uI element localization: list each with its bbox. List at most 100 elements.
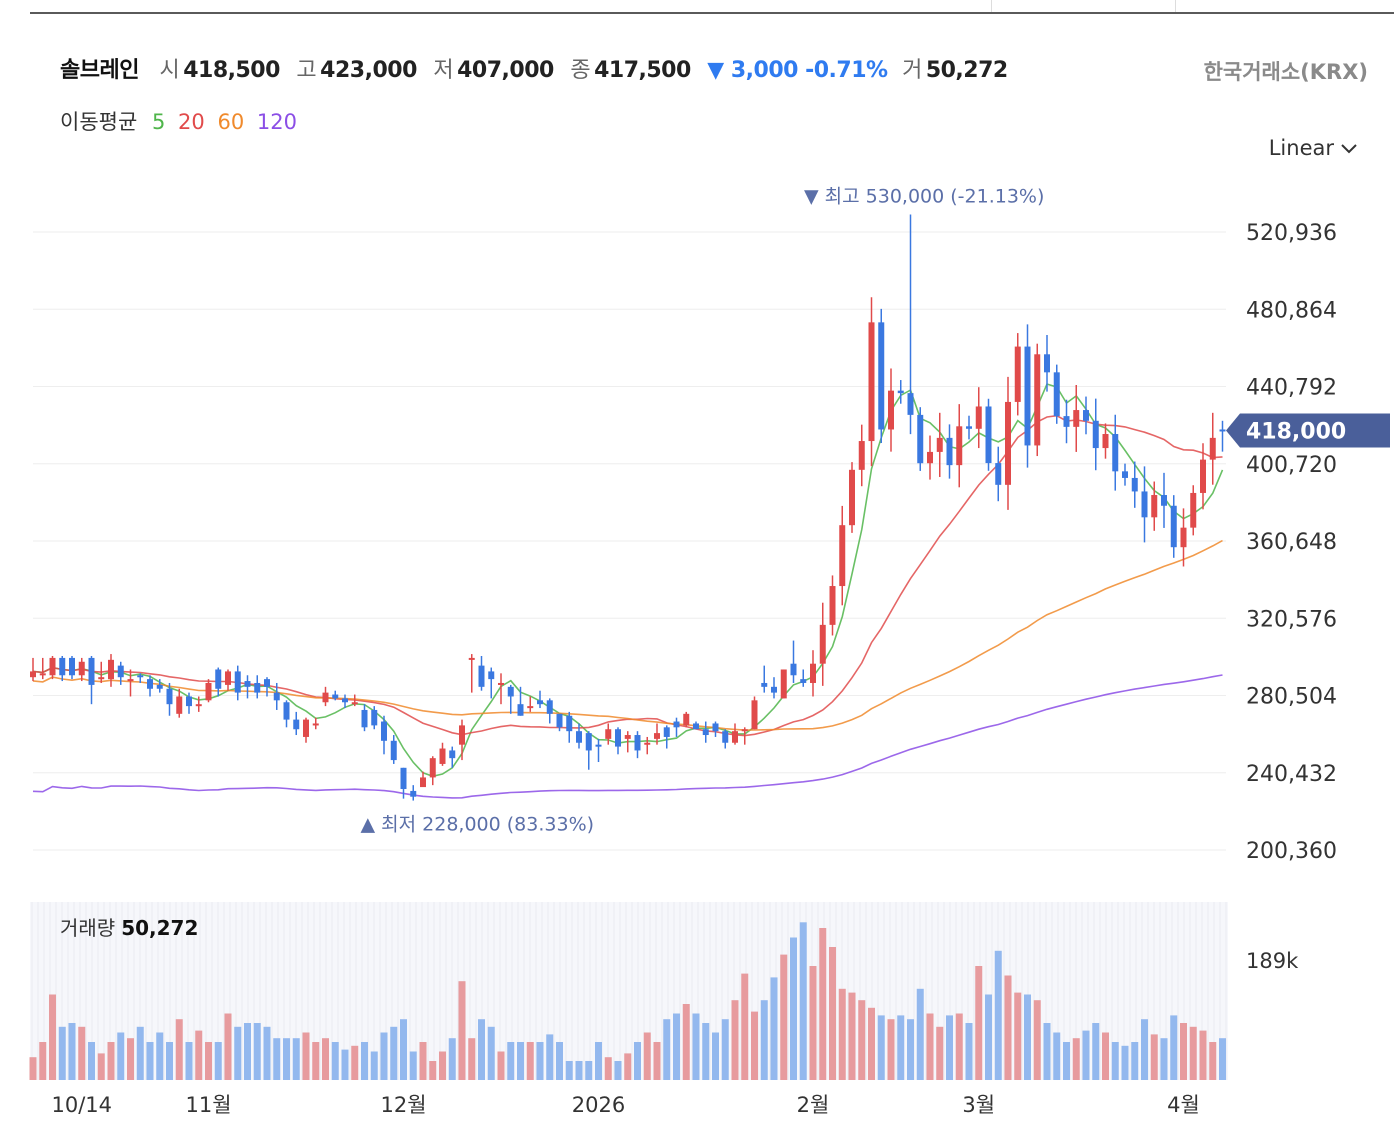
volume-bar — [946, 1015, 953, 1080]
candle-body — [1034, 354, 1041, 446]
candle-body — [722, 731, 729, 743]
volume-bar — [682, 1004, 690, 1080]
volume-panel-label: 거래량 — [60, 916, 116, 940]
candle-body — [605, 729, 612, 739]
scale-selector[interactable]: Linear — [1269, 136, 1358, 160]
volume-bar — [205, 1042, 212, 1080]
candle-body — [975, 406, 982, 429]
candle-body — [576, 731, 582, 743]
volume-bar — [712, 1032, 719, 1080]
volume-bar — [1024, 994, 1031, 1080]
volume-axis-label: 189k — [1246, 949, 1299, 973]
volume-bar — [292, 1038, 300, 1080]
x-tick-label: 12월 — [380, 1093, 426, 1117]
candle-body — [868, 322, 875, 442]
volume-bar — [136, 1026, 144, 1080]
candle-body — [273, 692, 280, 701]
ma-120[interactable]: 120 — [256, 110, 297, 134]
volume-bar — [458, 981, 466, 1080]
candle-body — [956, 426, 963, 466]
volume-bar — [302, 1032, 310, 1080]
volume-bar — [224, 1013, 232, 1080]
volume-bar — [448, 1038, 456, 1080]
volume-bar — [244, 1023, 251, 1080]
y-tick-label: 440,792 — [1246, 376, 1337, 401]
y-tick-label: 480,864 — [1246, 298, 1337, 323]
ma-60[interactable]: 60 — [217, 110, 245, 134]
current-price-tag — [1226, 413, 1390, 448]
volume-bar — [595, 1042, 602, 1080]
candle-body — [312, 723, 319, 726]
candle-body — [1024, 346, 1031, 446]
volume-bar — [273, 1038, 281, 1080]
volume-bar — [253, 1023, 261, 1080]
candle-body — [1170, 505, 1177, 548]
candle-body — [907, 393, 914, 415]
candle-body — [254, 682, 261, 693]
candle-body — [829, 586, 836, 625]
volume-bar — [809, 966, 817, 1080]
volume-bar — [936, 1026, 944, 1080]
ma-legend[interactable]: 이동평균 5 20 60 120 — [60, 106, 303, 136]
candle-body — [810, 663, 816, 683]
volume-bar — [507, 1042, 515, 1080]
candle-body — [488, 671, 495, 680]
candle-body — [1131, 477, 1138, 492]
candle-body — [663, 727, 670, 737]
top-border — [30, 12, 1394, 14]
candle-body — [205, 682, 212, 701]
candle-body — [176, 696, 183, 714]
volume-bar — [1170, 1015, 1178, 1080]
volume-bar — [88, 1042, 95, 1080]
volume-bar — [1033, 1000, 1041, 1080]
volume-bar — [49, 994, 56, 1080]
candle-body — [49, 657, 56, 676]
ma-20[interactable]: 20 — [178, 110, 205, 134]
stock-name[interactable]: 솔브레인 — [60, 58, 139, 83]
quote-header: 솔브레인 시 418,500 고 423,000 저 407,000 종 417,500… — [60, 52, 1018, 84]
candle-body — [595, 744, 602, 747]
volume-bar — [58, 1026, 66, 1080]
volume-bar — [146, 1042, 154, 1080]
volume-bar — [1199, 1030, 1207, 1080]
ma-legend-label: 이동평균 — [60, 110, 138, 134]
low-annotation: ▲ 최저 228,000 (83.33%) — [361, 814, 595, 836]
volume-bar — [1072, 1038, 1080, 1080]
candle-body — [878, 322, 885, 430]
low-label: 저 — [433, 58, 454, 83]
candle-body — [400, 767, 407, 790]
candle-body — [420, 777, 426, 788]
ma-5[interactable]: 5 — [151, 110, 166, 134]
candle-body — [264, 679, 270, 687]
volume-bar — [1004, 975, 1012, 1080]
volume-bar — [848, 992, 856, 1080]
candle-body — [166, 688, 173, 705]
candle-body — [429, 758, 436, 778]
candle-body — [59, 657, 66, 676]
y-tick-label: 320,576 — [1246, 607, 1337, 632]
volume-bar — [156, 1032, 164, 1080]
volume-bar — [127, 1038, 134, 1080]
volume-panel-title: 거래량 50,272 — [60, 912, 198, 941]
volume-bar — [1131, 1042, 1139, 1080]
candle-body — [615, 729, 621, 747]
x-tick-label: 4월 — [1167, 1093, 1200, 1117]
volume-bar — [361, 1042, 368, 1080]
volume-bar — [1063, 1042, 1070, 1080]
volume-bar — [1150, 1034, 1158, 1080]
volume-bar — [380, 1032, 388, 1080]
y-tick-label: 520,936 — [1246, 221, 1337, 246]
top-separator — [1175, 0, 1176, 12]
candle-body — [342, 698, 348, 703]
candle-body — [390, 740, 397, 761]
candle-body — [556, 713, 563, 728]
volume-bar — [653, 1042, 661, 1080]
candle-body — [361, 709, 368, 728]
candle-body — [966, 426, 972, 429]
candle-body — [215, 669, 222, 689]
ma-line-60 — [32, 539, 1223, 731]
open-value: 418,500 — [183, 58, 280, 83]
volume-bar — [1209, 1042, 1217, 1080]
candle-body — [225, 671, 231, 685]
